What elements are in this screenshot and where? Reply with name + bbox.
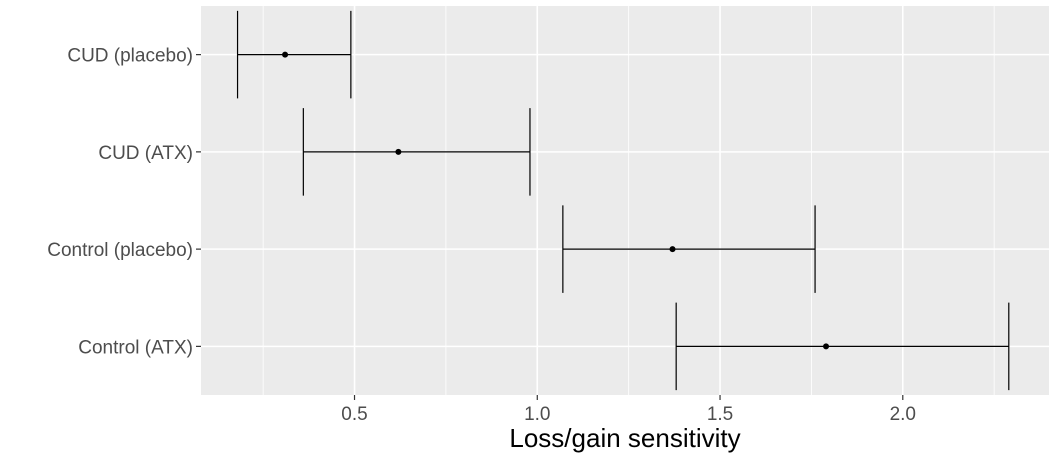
y-tick-label-0: CUD (placebo) bbox=[67, 46, 193, 67]
estimate-point-1 bbox=[395, 148, 402, 155]
y-axis: CUD (placebo) CUD (ATX) Control (placebo) C… bbox=[47, 46, 201, 358]
x-tick-label-0: 0.5 bbox=[341, 404, 367, 425]
x-tick-label-2: 1.5 bbox=[707, 404, 733, 425]
minor-gridlines bbox=[262, 6, 995, 395]
x-tick-label-3: 2.0 bbox=[890, 404, 916, 425]
estimate-point-3 bbox=[823, 343, 830, 350]
y-tick-label-2: Control (placebo) bbox=[47, 240, 193, 261]
x-tick-label-1: 1.0 bbox=[524, 404, 550, 425]
estimate-point-2 bbox=[669, 246, 676, 253]
errorbar-marks bbox=[236, 10, 1010, 391]
plot-panel bbox=[201, 6, 1049, 395]
y-tick-label-1: CUD (ATX) bbox=[98, 143, 193, 164]
y-tick-label-3: Control (ATX) bbox=[78, 337, 193, 358]
x-axis-title: Loss/gain sensitivity bbox=[509, 423, 740, 453]
estimate-point-0 bbox=[282, 51, 289, 58]
x-axis: 0.5 1.0 1.5 2.0 bbox=[341, 395, 916, 425]
